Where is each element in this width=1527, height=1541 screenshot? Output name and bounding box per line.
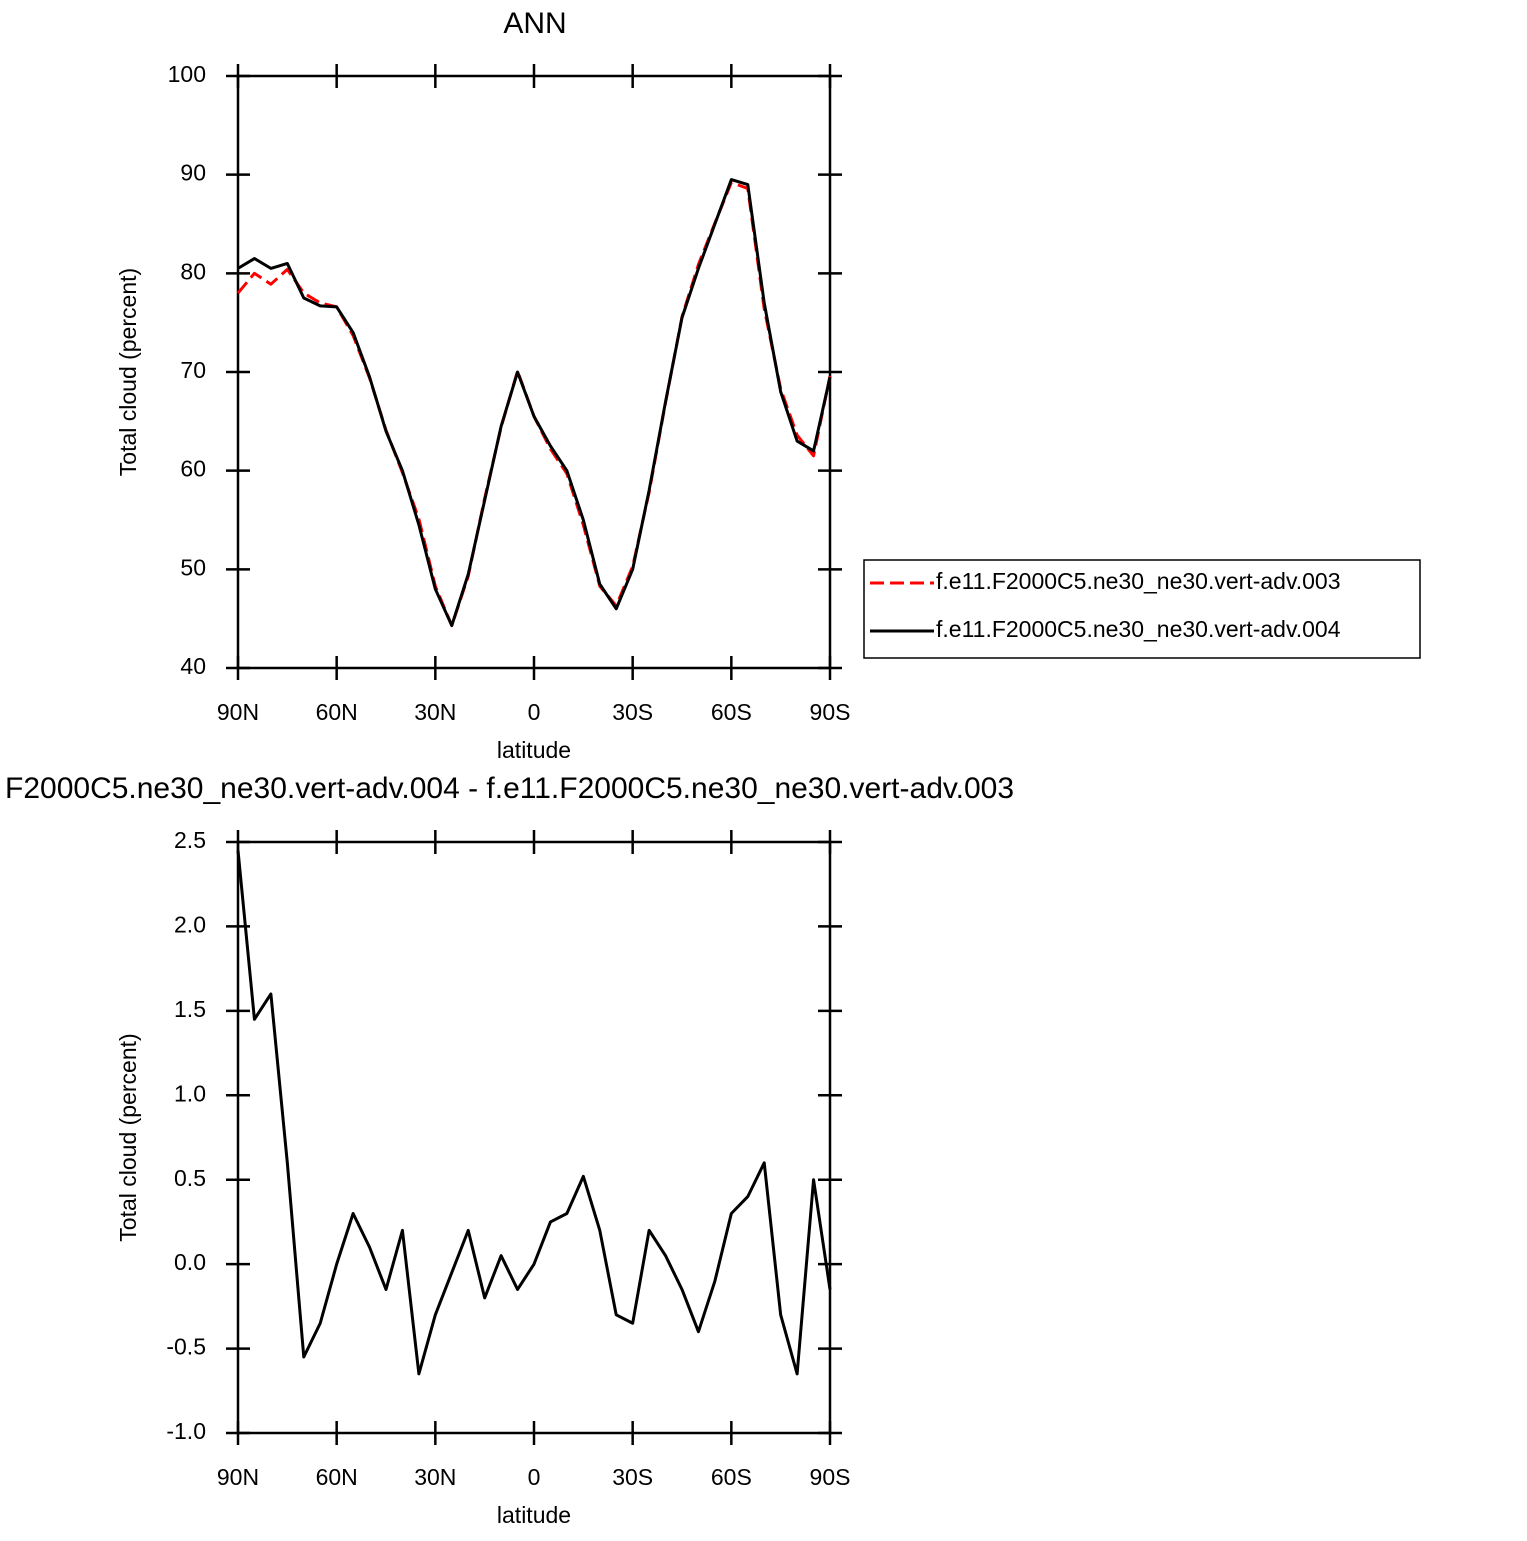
x-tick-label: 30S [612,1464,653,1490]
plot-frame [236,840,832,1435]
y-tick-label: 2.5 [174,827,206,853]
y-tick-label: 70 [180,357,206,383]
y-tick-label: 50 [180,554,206,580]
y-tick-label: 80 [180,258,206,284]
legend-label: f.e11.F2000C5.ne30_ne30.vert-adv.004 [936,616,1341,642]
y-tick-label: 40 [180,653,206,679]
x-axis-label: latitude [497,1502,571,1528]
y-tick-label: 100 [168,61,206,87]
x-tick-label: 60N [316,699,358,725]
x-tick-label: 60S [711,1464,752,1490]
data-line [237,178,832,628]
x-tick-label: 30N [414,1464,456,1490]
chart-title: ANN [503,7,566,40]
x-tick-label: 30N [414,699,456,725]
x-tick-label: 90S [810,1464,851,1490]
x-axis-label: latitude [497,737,571,763]
y-tick-label: 0.0 [174,1249,206,1275]
legend-label: f.e11.F2000C5.ne30_ne30.vert-adv.003 [936,568,1341,594]
x-tick-label: 60N [316,1464,358,1490]
legend-box [863,559,1421,659]
y-tick-label: 90 [180,160,206,186]
chart-title: F2000C5.ne30_ne30.vert-adv.004 - f.e11.F… [5,772,1014,805]
x-tick-label: 60S [711,699,752,725]
y-tick-label: 1.5 [174,996,206,1022]
data-line [236,850,832,1376]
y-axis-label: Total cloud (percent) [115,1033,141,1241]
y-tick-label: 60 [180,456,206,482]
y-tick-label: -1.0 [166,1418,206,1444]
y-tick-label: 1.0 [174,1080,206,1106]
x-tick-label: 0 [528,1464,541,1490]
y-tick-label: 2.0 [174,912,206,938]
x-tick-label: 90N [217,1464,259,1490]
plot-frame [236,74,832,670]
x-tick-label: 0 [528,699,541,725]
y-axis-label: Total cloud (percent) [115,268,141,476]
x-tick-label: 90S [810,699,851,725]
x-tick-label: 90N [217,699,259,725]
y-tick-label: 0.5 [174,1165,206,1191]
data-line [236,181,832,628]
x-tick-label: 30S [612,699,653,725]
y-tick-label: -0.5 [166,1334,206,1360]
